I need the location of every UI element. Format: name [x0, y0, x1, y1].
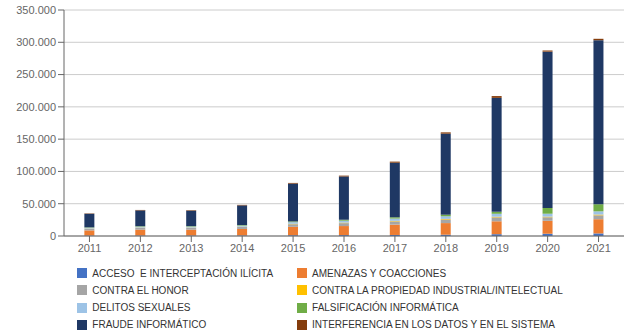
svg-text:50.000: 50.000 [22, 198, 56, 210]
html-text:CONTRA LA PROPIEDAD INDUSTRIAL: CONTRA LA PROPIEDAD INDUSTRIAL/INTELECTU… [312, 284, 563, 296]
svg-text:2021: 2021 [586, 242, 610, 254]
svg-text:2015: 2015 [281, 242, 305, 254]
svg-text:2016: 2016 [332, 242, 356, 254]
html-text:CONTRA EL HONOR: CONTRA EL HONOR [92, 284, 189, 296]
svg-text:350.000: 350.000 [16, 4, 56, 16]
svg-text:100.000: 100.000 [16, 165, 56, 177]
svg-text:2017: 2017 [383, 242, 407, 254]
html-text:DELITOS SEXUALES: DELITOS SEXUALES [92, 302, 191, 314]
html-text:ACCESO E INTERCEPTACIÓN ILÍCIT: ACCESO E INTERCEPTACIÓN ILÍCITA [92, 267, 274, 279]
html-text:INTERFERENCIA EN LOS DATOS Y E: INTERFERENCIA EN LOS DATOS Y EN EL SISTE… [312, 319, 555, 331]
svg-text:2014: 2014 [230, 242, 254, 254]
html-text:FRAUDE INFORMÁTICO: FRAUDE INFORMÁTICO [92, 319, 207, 331]
svg-text:2020: 2020 [535, 242, 559, 254]
svg-text:150.000: 150.000 [16, 133, 56, 145]
svg-text:200.000: 200.000 [16, 101, 56, 113]
html-text:AMENAZAS Y COACCIONES: AMENAZAS Y COACCIONES [312, 267, 447, 279]
svg-text:250.000: 250.000 [16, 68, 56, 80]
svg-text:2011: 2011 [78, 242, 102, 254]
svg-text:2013: 2013 [179, 242, 203, 254]
svg-text:2019: 2019 [484, 242, 508, 254]
svg-text:2018: 2018 [434, 242, 458, 254]
svg-text:300.000: 300.000 [16, 36, 56, 48]
svg-text:0: 0 [50, 230, 56, 242]
svg-text:2012: 2012 [128, 242, 152, 254]
html-text:FALSIFICACIÓN INFORMÁTICA: FALSIFICACIÓN INFORMÁTICA [312, 302, 459, 314]
